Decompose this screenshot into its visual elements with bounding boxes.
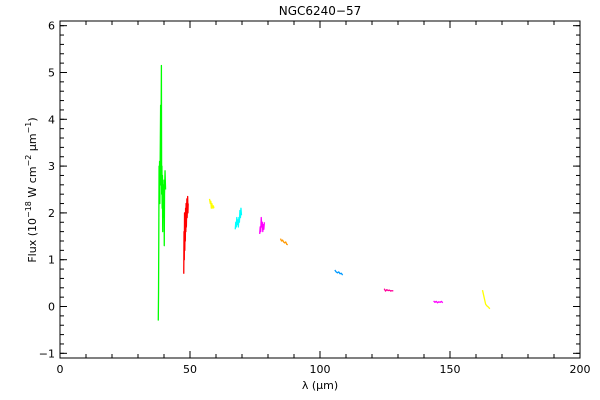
spectrum-segment-4 xyxy=(234,207,243,230)
data-series xyxy=(157,64,491,321)
x-tick-label: 0 xyxy=(57,363,64,376)
y-axis-label-prefix: Flux (10 xyxy=(26,218,39,263)
x-tick-label: 100 xyxy=(310,363,331,376)
y-axis-label-unit-mu: μm xyxy=(26,133,39,154)
y-tick-label: 5 xyxy=(48,66,55,79)
spectrum-segment-10 xyxy=(481,289,491,310)
y-tick-label: 0 xyxy=(48,301,55,314)
x-tick-label: 200 xyxy=(570,363,591,376)
x-tick-label: 150 xyxy=(440,363,461,376)
x-tick-label: 50 xyxy=(183,363,197,376)
x-axis-label: λ (μm) xyxy=(302,379,338,392)
y-axis-label-exp-2: −2 xyxy=(24,155,33,167)
y-tick-label: 2 xyxy=(48,207,55,220)
spectrum-segment-5 xyxy=(259,216,266,235)
spectrum-segment-6 xyxy=(279,238,289,246)
y-tick-label: 1 xyxy=(48,254,55,267)
x-axis-label-main: λ ( xyxy=(302,379,316,392)
y-axis-label-suffix: ) xyxy=(26,117,39,121)
spectrum-segment-3 xyxy=(208,198,215,209)
spectrum-segment-9 xyxy=(433,300,444,304)
y-tick-label: 3 xyxy=(48,160,55,173)
x-axis-label-close: ) xyxy=(334,379,338,392)
axis-ticks xyxy=(59,21,581,358)
x-axis-label-unit: μm xyxy=(316,379,334,392)
spectrum-segment-2 xyxy=(183,195,189,274)
plot-area-frame xyxy=(59,20,581,359)
spectrum-segment-1 xyxy=(157,64,167,321)
y-tick-label: −1 xyxy=(39,347,55,360)
y-axis-label: Flux (10−18 W cm−2 μm−1) xyxy=(24,117,39,262)
y-axis-label-exp-18: −18 xyxy=(24,201,33,218)
chart-title: NGC6240−57 xyxy=(279,4,362,18)
y-tick-label: 4 xyxy=(48,113,55,126)
y-tick-label: 6 xyxy=(48,20,55,33)
spectrum-segment-7 xyxy=(334,269,344,276)
spectrum-segment-8 xyxy=(383,288,394,292)
y-axis-label-unit-w-cm: W cm xyxy=(26,166,39,201)
y-axis-label-exp-1: −1 xyxy=(24,122,33,134)
